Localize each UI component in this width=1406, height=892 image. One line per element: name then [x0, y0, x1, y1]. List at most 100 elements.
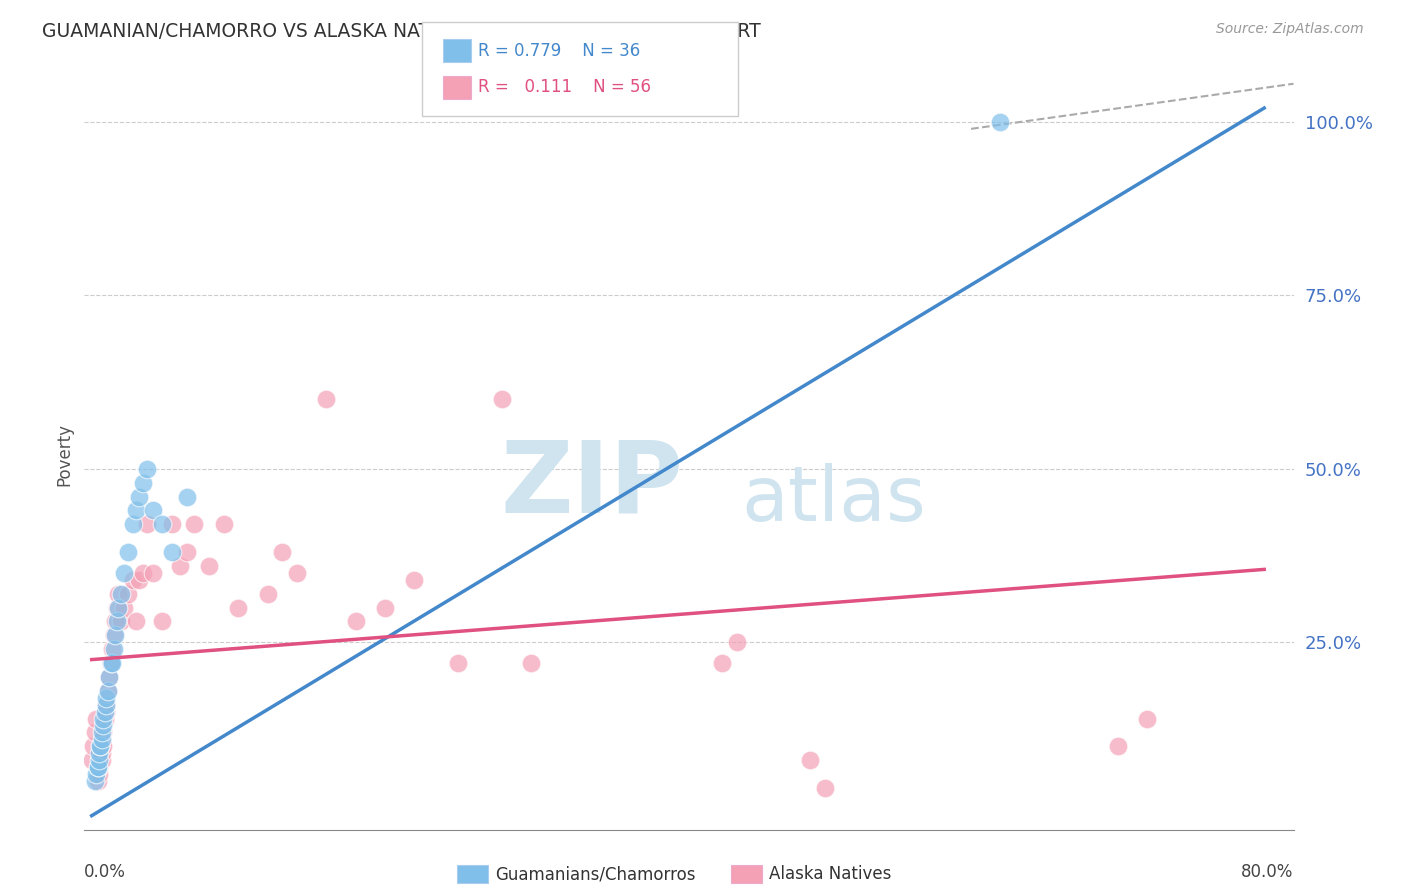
Point	[98, 670, 121, 684]
Point	[150, 517, 173, 532]
Text: 0.0%: 0.0%	[84, 863, 127, 881]
Point	[100, 656, 122, 670]
Point	[142, 503, 165, 517]
Point	[315, 392, 337, 407]
Text: R =   0.111    N = 56: R = 0.111 N = 56	[478, 78, 651, 96]
Point	[121, 517, 143, 532]
Point	[136, 517, 159, 532]
Point	[91, 725, 114, 739]
Point	[725, 635, 748, 649]
Point	[104, 615, 127, 629]
Point	[105, 600, 128, 615]
Point	[117, 545, 139, 559]
Point	[128, 573, 150, 587]
Point	[124, 503, 146, 517]
Point	[94, 705, 117, 719]
Point	[97, 683, 120, 698]
Point	[176, 490, 198, 504]
Point	[226, 600, 249, 615]
Point	[404, 573, 426, 587]
Point	[710, 656, 733, 670]
Point	[128, 490, 150, 504]
Point	[82, 739, 104, 754]
Point	[87, 760, 110, 774]
Point	[112, 566, 135, 580]
Point	[813, 780, 835, 795]
Point	[96, 698, 118, 712]
Point	[447, 656, 470, 670]
Point	[91, 732, 114, 747]
Point	[83, 774, 105, 789]
Text: 80.0%: 80.0%	[1241, 863, 1294, 881]
Point	[87, 746, 110, 760]
Point	[93, 739, 115, 754]
Point	[103, 628, 125, 642]
Text: R = 0.779    N = 36: R = 0.779 N = 36	[478, 42, 640, 60]
Point	[103, 642, 125, 657]
Point	[89, 739, 111, 754]
Point	[132, 566, 155, 580]
Point	[105, 615, 128, 629]
Point	[374, 600, 396, 615]
Point	[990, 115, 1012, 129]
Point	[150, 615, 173, 629]
Point	[94, 712, 117, 726]
Point	[256, 587, 278, 601]
Point	[198, 558, 221, 573]
Point	[169, 558, 191, 573]
Point	[271, 545, 294, 559]
Point	[97, 683, 120, 698]
Point	[344, 615, 367, 629]
Point	[93, 712, 115, 726]
Point	[91, 753, 114, 767]
Point	[93, 718, 115, 732]
Point	[176, 545, 198, 559]
Text: Alaska Natives: Alaska Natives	[769, 865, 891, 883]
Text: atlas: atlas	[741, 463, 927, 537]
Point	[121, 573, 143, 587]
Point	[110, 587, 132, 601]
Point	[136, 462, 159, 476]
Point	[1136, 712, 1159, 726]
Point	[162, 517, 184, 532]
Point	[80, 753, 103, 767]
Point	[91, 746, 114, 760]
Point	[86, 760, 108, 774]
Text: Source: ZipAtlas.com: Source: ZipAtlas.com	[1216, 22, 1364, 37]
Point	[101, 642, 124, 657]
Point	[162, 545, 184, 559]
Point	[107, 600, 129, 615]
Point	[101, 656, 124, 670]
Point	[124, 615, 146, 629]
Point	[93, 725, 115, 739]
Y-axis label: Poverty: Poverty	[55, 424, 73, 486]
Point	[132, 475, 155, 490]
Point	[96, 705, 118, 719]
Point	[1107, 739, 1129, 754]
Point	[83, 725, 105, 739]
Point	[98, 670, 121, 684]
Point	[84, 767, 107, 781]
Point	[100, 656, 122, 670]
Point	[86, 760, 108, 774]
Point	[107, 587, 129, 601]
Text: ZIP: ZIP	[501, 436, 683, 533]
Point	[87, 767, 110, 781]
Point	[96, 690, 118, 705]
Point	[491, 392, 513, 407]
Point	[117, 587, 139, 601]
Point	[84, 712, 107, 726]
Point	[112, 600, 135, 615]
Text: GUAMANIAN/CHAMORRO VS ALASKA NATIVE POVERTY CORRELATION CHART: GUAMANIAN/CHAMORRO VS ALASKA NATIVE POVE…	[42, 22, 761, 41]
Point	[799, 753, 821, 767]
Point	[104, 628, 127, 642]
Point	[110, 615, 132, 629]
Point	[183, 517, 205, 532]
Point	[212, 517, 235, 532]
Point	[142, 566, 165, 580]
Point	[96, 698, 118, 712]
Point	[86, 774, 108, 789]
Text: Guamanians/Chamorros: Guamanians/Chamorros	[495, 865, 696, 883]
Point	[285, 566, 308, 580]
Point	[89, 739, 111, 754]
